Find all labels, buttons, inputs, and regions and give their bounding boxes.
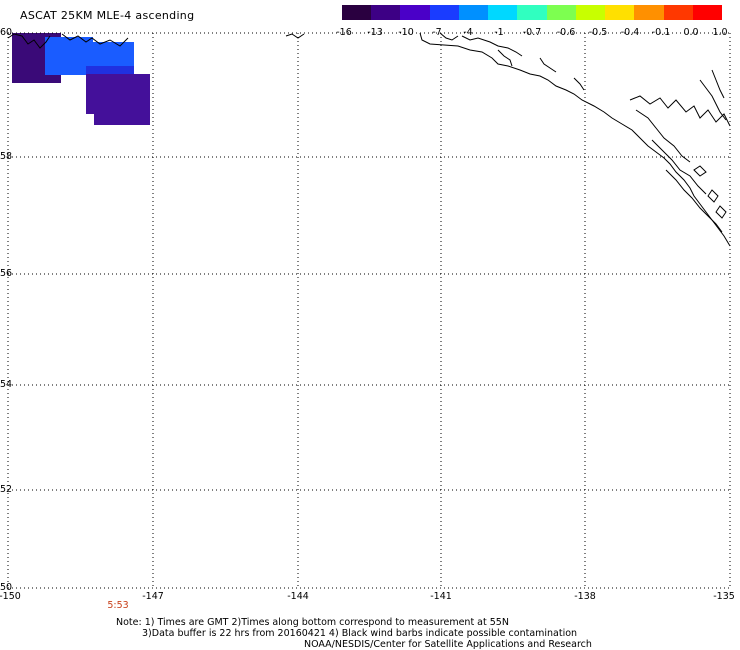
coastline-ak-panhandle [629,95,731,127]
colorbar-swatch [546,5,576,20]
coastline-cook-inlet [439,32,459,41]
coastline-islet-3 [715,205,727,219]
coastline-kodiak-2 [61,33,129,47]
lon-label: -144 [287,591,309,602]
map-title: ASCAT 25KM MLE-4 ascending [20,9,195,22]
colorbar-swatch [692,5,723,20]
lon-label: -147 [142,591,164,602]
colorbar-label: -0.5 [588,27,608,38]
colorbar-swatch [458,5,489,20]
coastline-fjord-1 [497,49,513,67]
colorbar-swatch [663,5,693,20]
coastline-alaska-gulf [419,32,731,247]
lat-label: 58 [0,151,13,162]
swath-data [12,33,150,125]
coastline-ak-inner [699,79,727,121]
coastline-fjord-3 [573,77,585,91]
colorbar-label: -1 [494,27,504,38]
lon-label: -135 [713,591,735,602]
colorbar-label: -0.4 [620,27,640,38]
colorbar-swatch [605,5,635,20]
colorbar-swatch [371,5,401,20]
lat-label: 56 [0,268,13,279]
colorbar-label: 0.0 [683,27,699,38]
colorbar-swatch [517,5,547,20]
coastline-kodiak [7,33,51,49]
swath-cell [94,100,150,125]
lat-label: 52 [0,484,13,495]
colorbar-swatch [488,5,518,20]
lat-label: 60 [0,27,13,38]
coastline-small-island [285,33,305,39]
colorbar-swatch [400,5,430,20]
lon-label: -150 [0,591,21,602]
lat-label: 50 [0,582,13,593]
coastline [7,32,731,247]
colorbar-swatch [575,5,606,20]
colorbar-label: -0.6 [556,27,576,38]
coastline-islet-2 [707,189,719,203]
coastline-fjord-2 [539,57,557,73]
time-label: 5:53 [107,600,129,611]
lon-label: -138 [574,591,596,602]
coastline-islet-1 [693,165,707,177]
note-line-3: NOAA/NESDIS/Center for Satellite Applica… [304,639,592,650]
swath-cell [45,37,93,75]
colorbar-label: -13 [367,27,383,38]
colorbar-swatch [634,5,664,20]
colorbar [342,5,723,20]
colorbar-label: -10 [398,27,414,38]
coastline-islands-north [461,35,523,57]
note-line-1: Note: 1) Times are GMT 2)Times along bot… [116,617,509,628]
coastline-ak-inner-2 [711,69,725,99]
coastline-ak-islands-c [665,169,723,233]
colorbar-swatch [429,5,459,20]
note-line-2: 3)Data buffer is 22 hrs from 20160421 4)… [142,628,578,639]
colorbar-swatch [342,5,372,20]
lon-label: -141 [430,591,452,602]
lat-label: 54 [0,379,13,390]
coastline-ak-islands-a [635,109,691,163]
coastline-ak-islands-b [651,139,707,195]
